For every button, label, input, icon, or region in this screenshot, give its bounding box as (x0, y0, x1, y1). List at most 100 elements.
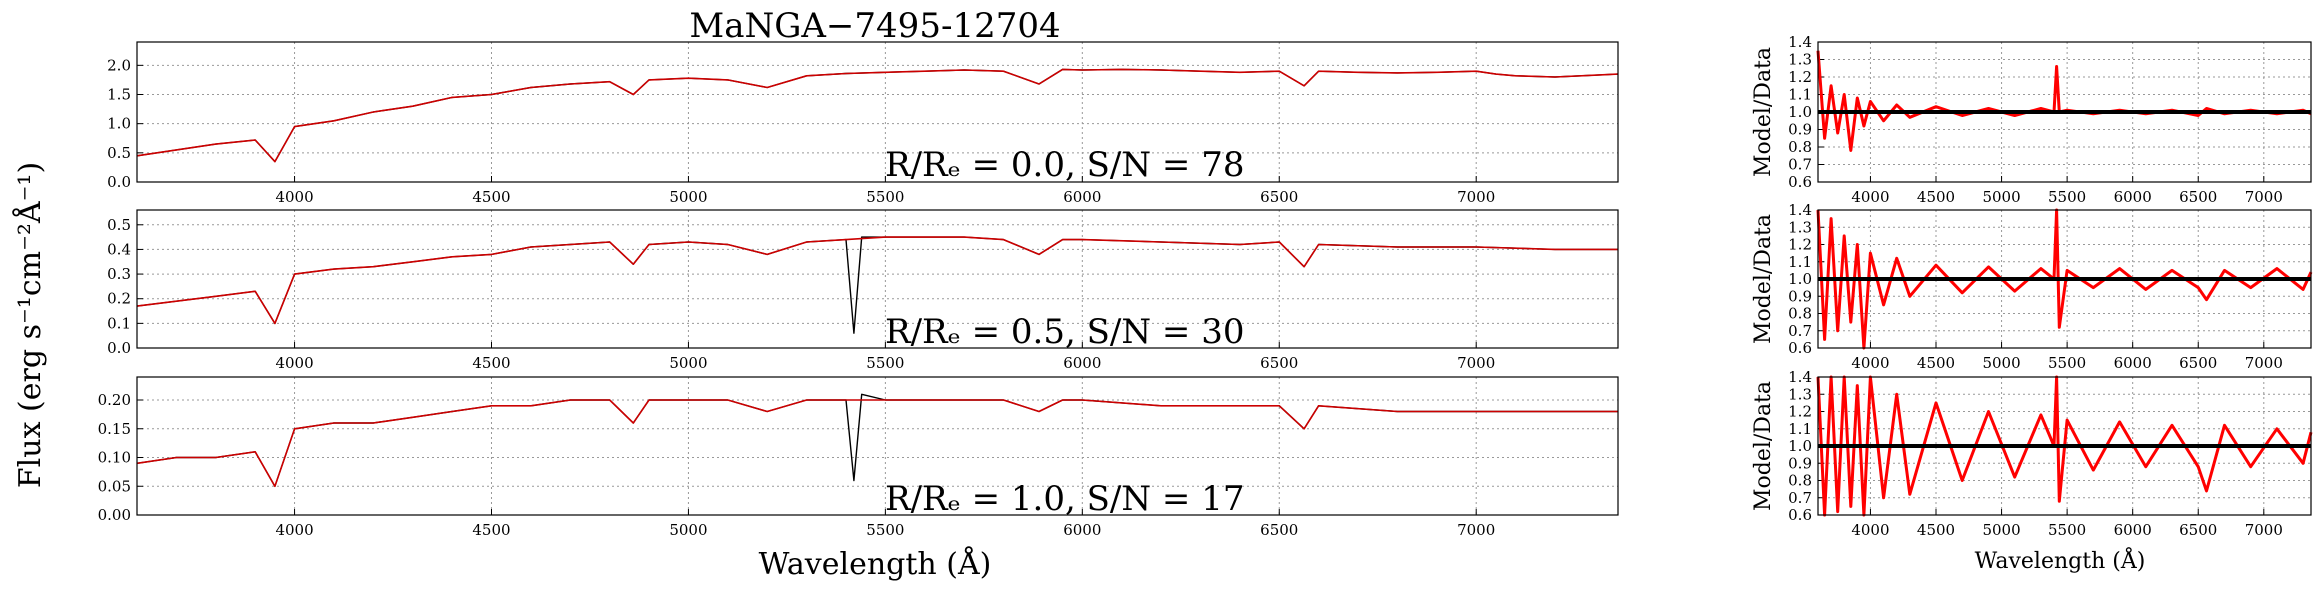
x-tick-label: 5000 (669, 521, 707, 539)
y-tick-label: 1.4 (1788, 201, 1812, 219)
x-tick-label: 6500 (2179, 521, 2217, 539)
y-tick-label: 1.2 (1788, 68, 1812, 86)
x-tick-label: 7000 (1457, 354, 1495, 372)
y-tick-label: 0.7 (1788, 489, 1812, 507)
y-tick-label: 0.00 (98, 506, 131, 524)
data-series-line (136, 236, 1618, 334)
title-plate-ifu: 7495-12704 (854, 6, 1060, 46)
y-tick-label: 0.5 (107, 144, 131, 162)
x-tick-label: 6000 (2114, 521, 2152, 539)
x-tick-label: 4000 (275, 354, 313, 372)
ratio-axis-label: Model/Data (1751, 381, 1776, 511)
x-tick-label: 6500 (1260, 188, 1298, 206)
x-tick-label: 4500 (1917, 188, 1955, 206)
ratio-axis-label: Model/Data (1751, 47, 1776, 177)
y-tick-label: 1.1 (1788, 86, 1812, 104)
y-tick-label: 0.9 (1788, 121, 1812, 139)
y-tick-label: 0.7 (1788, 322, 1812, 340)
x-tick-label: 4000 (1851, 521, 1889, 539)
x-tick-label: 6500 (2179, 188, 2217, 206)
x-tick-label: 4500 (1917, 521, 1955, 539)
axes-frame (1817, 41, 2312, 183)
x-tick-label: 4000 (1851, 354, 1889, 372)
y-tick-label: 1.0 (1788, 437, 1812, 455)
y-tick-label: 0.6 (1788, 339, 1812, 357)
x-tick-label: 5500 (2048, 521, 2086, 539)
title-prefix: MaNGA− (689, 6, 854, 46)
panel-ratio0: 4000 4500 5000 5500 6000 6500 7000 0.60.70.80.9… (1751, 33, 2312, 206)
x-tick-label: 6000 (1063, 188, 1101, 206)
y-tick-label: 1.0 (1788, 270, 1812, 288)
panel-ratio1: 4000 4500 5000 5500 6000 6500 7000 0.60.70.80.9… (1751, 201, 2313, 372)
y-tick-label: 0.9 (1788, 454, 1812, 472)
figure-title: MaNGA−7495-12704 (689, 6, 1060, 46)
y-tick-label: 0.05 (98, 477, 131, 495)
x-tick-label: 7000 (2245, 354, 2283, 372)
x-tick-label: 5500 (2048, 354, 2086, 372)
y-tick-label: 1.3 (1788, 218, 1812, 236)
panel-spec2: 4000 4500 5000 5500 6000 6500 7000 0.00 0.05 0.10… (98, 376, 1619, 539)
y-tick-label: 1.2 (1788, 236, 1812, 254)
x-tick-label: 6500 (1260, 521, 1298, 539)
data-series-line (136, 393, 1618, 487)
y-tick-label: 0.6 (1788, 173, 1812, 191)
model-series-line (136, 399, 1618, 488)
y-tick-label: 0.20 (98, 391, 131, 409)
y-tick-label: 0.0 (107, 173, 131, 191)
y-tick-label: 0.6 (1788, 506, 1812, 524)
x-tick-label: 4500 (472, 188, 510, 206)
model-series-line (136, 236, 1618, 325)
x-tick-label: 4000 (1851, 188, 1889, 206)
x-tick-label: 5500 (866, 354, 904, 372)
y-tick-label: 0.8 (1788, 138, 1812, 156)
panel-annotation: R/Rₑ = 0.5, S/N = 30 (885, 312, 1244, 352)
axes-frame (1817, 376, 2312, 516)
x-tick-label: 7000 (1457, 521, 1495, 539)
y-tick-label: 1.2 (1788, 403, 1812, 421)
x-tick-label: 5500 (866, 521, 904, 539)
y-tick-label: 1.3 (1788, 385, 1812, 403)
panel-spec0: 4000 4500 5000 5500 6000 6500 7000 0.0 0.5 1.0 1.5… (107, 41, 1619, 206)
model-series-line (136, 68, 1619, 163)
ratio-wavelength-axis-label: Wavelength (Å) (1975, 546, 2146, 574)
y-tick-label: 0.7 (1788, 156, 1812, 174)
x-tick-label: 5000 (1982, 354, 2020, 372)
panel-annotation: R/Rₑ = 1.0, S/N = 17 (885, 479, 1244, 519)
y-tick-label: 0.5 (107, 216, 131, 234)
y-tick-label: 1.1 (1788, 420, 1812, 438)
y-tick-label: 1.3 (1788, 51, 1812, 69)
axes-frame (1817, 209, 2312, 349)
x-tick-label: 7000 (1457, 188, 1495, 206)
y-tick-label: 1.0 (1788, 103, 1812, 121)
x-tick-label: 6000 (1063, 521, 1101, 539)
x-tick-label: 7000 (2245, 521, 2283, 539)
x-tick-label: 5000 (1982, 188, 2020, 206)
y-tick-label: 0.8 (1788, 472, 1812, 490)
y-tick-label: 0.4 (107, 240, 131, 258)
axes-frame (136, 41, 1619, 183)
x-tick-label: 7000 (2245, 188, 2283, 206)
x-tick-label: 6000 (2114, 188, 2152, 206)
y-tick-label: 0.9 (1788, 287, 1812, 305)
x-tick-label: 4500 (472, 354, 510, 372)
y-tick-label: 1.1 (1788, 253, 1812, 271)
x-tick-label: 6000 (1063, 354, 1101, 372)
ratio-axis-label: Model/Data (1751, 214, 1776, 344)
axes-frame (136, 209, 1619, 349)
y-tick-label: 2.0 (107, 56, 131, 74)
y-tick-label: 0.8 (1788, 305, 1812, 323)
x-tick-label: 6500 (1260, 354, 1298, 372)
x-tick-label: 5000 (669, 354, 707, 372)
x-tick-label: 4000 (275, 521, 313, 539)
y-tick-label: 0.10 (98, 449, 131, 467)
y-tick-label: 0.15 (98, 420, 131, 438)
x-tick-label: 5000 (1982, 521, 2020, 539)
x-tick-label: 4500 (472, 521, 510, 539)
y-tick-label: 1.5 (107, 86, 131, 104)
axes-frame (136, 376, 1619, 516)
y-tick-label: 1.4 (1788, 368, 1812, 386)
wavelength-axis-label: Wavelength (Å) (759, 546, 992, 582)
x-tick-label: 6000 (2114, 354, 2152, 372)
flux-axis-label: Flux (erg s⁻¹cm⁻²Å⁻¹) (12, 162, 48, 488)
